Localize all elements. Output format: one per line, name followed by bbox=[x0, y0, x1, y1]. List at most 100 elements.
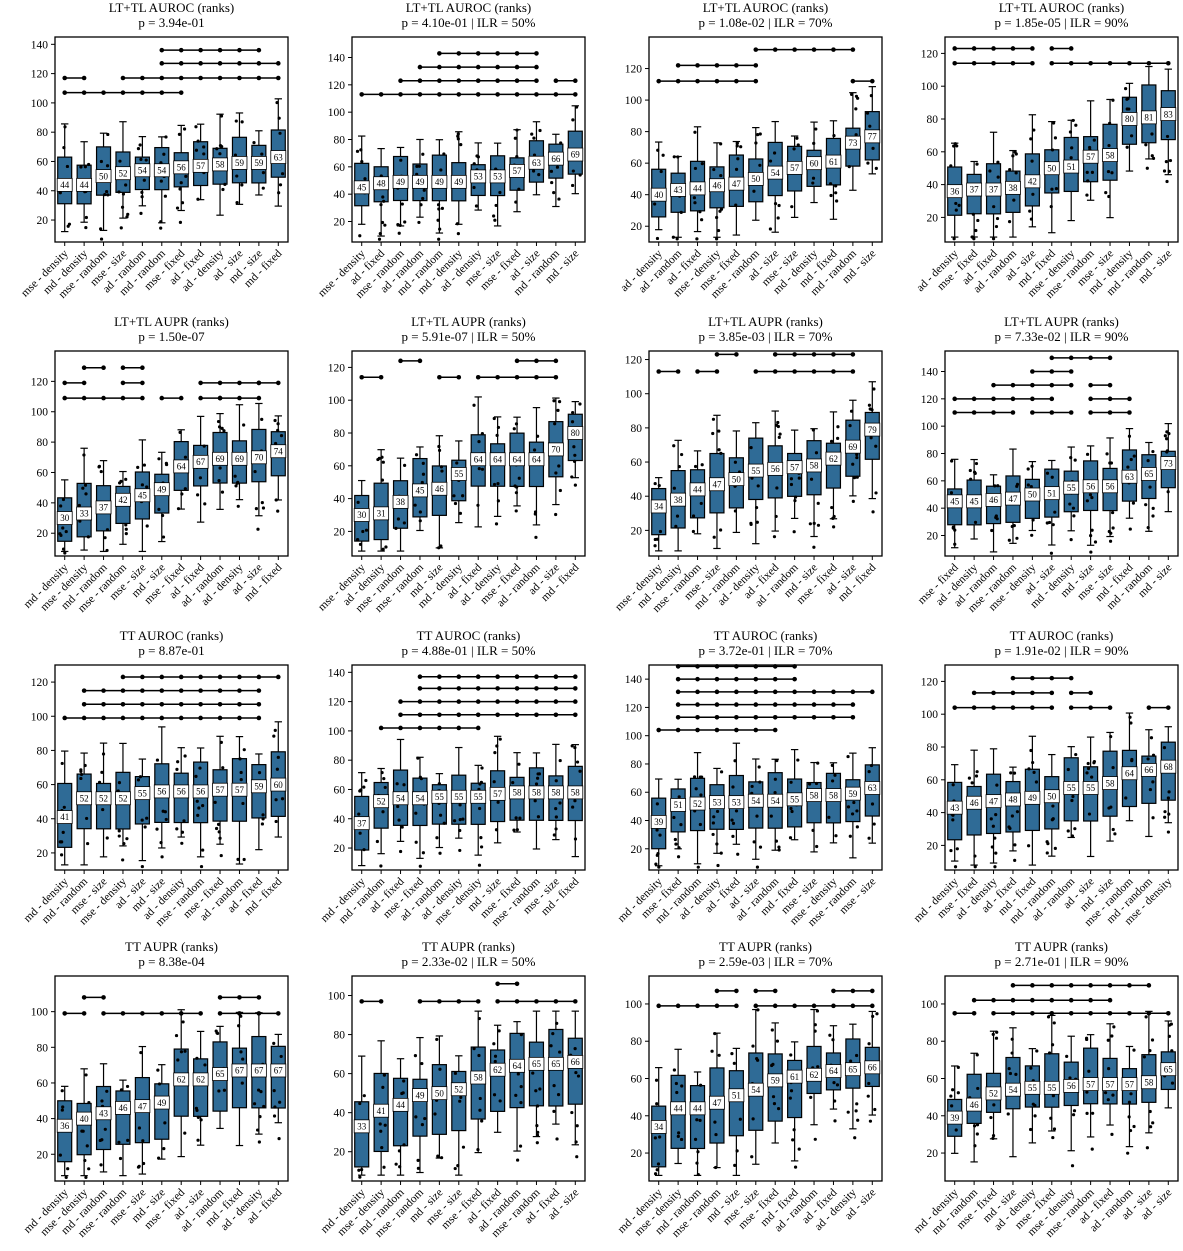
significance-dot bbox=[81, 380, 87, 386]
box-group: 49 bbox=[412, 138, 428, 225]
data-point bbox=[535, 1124, 539, 1128]
outlier-point bbox=[853, 1136, 857, 1140]
median-label-bg bbox=[728, 176, 745, 191]
significance-dot bbox=[456, 999, 462, 1004]
y-tick-label: 100 bbox=[328, 991, 346, 1003]
data-point bbox=[261, 817, 265, 821]
box-group: 56 bbox=[1102, 437, 1118, 543]
box-group: 65 bbox=[528, 1010, 545, 1145]
data-point bbox=[1129, 721, 1133, 725]
median-label-bg bbox=[1063, 781, 1080, 795]
data-point bbox=[713, 1120, 717, 1124]
data-point bbox=[1169, 1022, 1173, 1026]
median-label: 56 bbox=[771, 464, 781, 474]
significance-dot bbox=[656, 369, 662, 374]
box-group: 37 bbox=[966, 160, 983, 241]
box-group: 63 bbox=[270, 98, 287, 207]
y-tick-label: 60 bbox=[334, 162, 346, 174]
y-tick-label: 140 bbox=[31, 39, 49, 51]
data-point bbox=[674, 1081, 678, 1086]
outlier-point bbox=[832, 525, 836, 529]
median-label: 50 bbox=[751, 174, 761, 184]
data-point bbox=[714, 1165, 718, 1170]
data-point bbox=[992, 205, 996, 209]
outlier-point bbox=[695, 237, 699, 241]
data-point bbox=[477, 1016, 481, 1021]
median-label: 30 bbox=[357, 510, 367, 520]
data-point bbox=[141, 1161, 146, 1166]
data-point bbox=[994, 1036, 999, 1040]
median-label: 64 bbox=[513, 454, 523, 464]
data-point bbox=[534, 782, 539, 786]
data-point bbox=[1032, 128, 1036, 132]
box-group: 54 bbox=[153, 135, 170, 230]
y-tick-label: 100 bbox=[328, 107, 346, 119]
chart-subtitle: p = 1.08e-02 | ILR = 70% bbox=[699, 15, 833, 30]
data-point bbox=[1132, 1124, 1136, 1129]
median-label: 66 bbox=[868, 1063, 878, 1073]
data-point bbox=[771, 1095, 776, 1099]
median-label-bg bbox=[728, 795, 745, 810]
median-label: 58 bbox=[810, 461, 820, 471]
data-point bbox=[673, 837, 677, 842]
significance-dot bbox=[675, 369, 681, 374]
data-point bbox=[194, 1106, 199, 1110]
data-point bbox=[653, 1136, 657, 1140]
median-label: 67 bbox=[196, 457, 206, 467]
data-point bbox=[789, 1089, 794, 1093]
median-label-bg bbox=[786, 160, 803, 175]
data-point bbox=[414, 840, 418, 844]
data-point bbox=[573, 453, 577, 457]
data-point bbox=[1029, 485, 1033, 489]
significance-dot bbox=[275, 1011, 281, 1016]
data-point bbox=[554, 815, 558, 819]
data-point bbox=[867, 770, 871, 774]
data-point bbox=[1050, 148, 1055, 152]
box-group: 52 bbox=[450, 1055, 467, 1176]
data-point bbox=[538, 128, 542, 133]
significance-dot bbox=[1068, 60, 1074, 66]
data-point bbox=[788, 836, 793, 840]
box-group: 66 bbox=[547, 133, 564, 208]
median-label-bg bbox=[864, 1060, 881, 1075]
data-point bbox=[105, 836, 109, 840]
box-group: 56 bbox=[767, 410, 784, 539]
significance-dot bbox=[1049, 410, 1055, 415]
data-point bbox=[58, 1153, 62, 1157]
median-label: 74 bbox=[274, 446, 284, 456]
significance-dot bbox=[456, 78, 462, 84]
data-point bbox=[435, 1037, 439, 1042]
median-label-bg bbox=[985, 493, 1002, 507]
data-point bbox=[675, 1090, 679, 1095]
significance-dot bbox=[120, 90, 126, 95]
box-group: 55 bbox=[747, 422, 764, 545]
data-point bbox=[62, 805, 66, 809]
significance-dot bbox=[1165, 705, 1171, 710]
data-point bbox=[476, 1148, 480, 1152]
data-point bbox=[196, 1115, 200, 1119]
box-group: 55 bbox=[1024, 1048, 1041, 1144]
median-label-bg bbox=[689, 796, 706, 811]
data-point bbox=[419, 777, 423, 781]
box-group: 54 bbox=[392, 738, 409, 854]
median-label: 31 bbox=[377, 509, 386, 519]
data-point bbox=[234, 119, 238, 123]
data-point bbox=[418, 510, 422, 514]
chart-svg: LT+TL AUROC (ranks)p = 1.08e-02 | ILR = … bbox=[618, 0, 883, 301]
data-point bbox=[549, 1044, 553, 1048]
data-point bbox=[834, 191, 838, 195]
median-label-bg bbox=[115, 791, 131, 806]
data-point bbox=[570, 420, 575, 424]
box-iqr bbox=[490, 1049, 506, 1112]
data-point bbox=[83, 165, 87, 169]
y-tick-label: 80 bbox=[37, 745, 49, 757]
box-group: 50 bbox=[747, 127, 764, 221]
data-point bbox=[789, 780, 793, 784]
significance-dot bbox=[1127, 1010, 1132, 1016]
data-point bbox=[124, 527, 128, 531]
data-point bbox=[260, 822, 265, 826]
data-point bbox=[555, 1021, 559, 1025]
significance-dot bbox=[734, 715, 739, 720]
data-point bbox=[812, 141, 816, 146]
data-point bbox=[816, 1065, 820, 1069]
